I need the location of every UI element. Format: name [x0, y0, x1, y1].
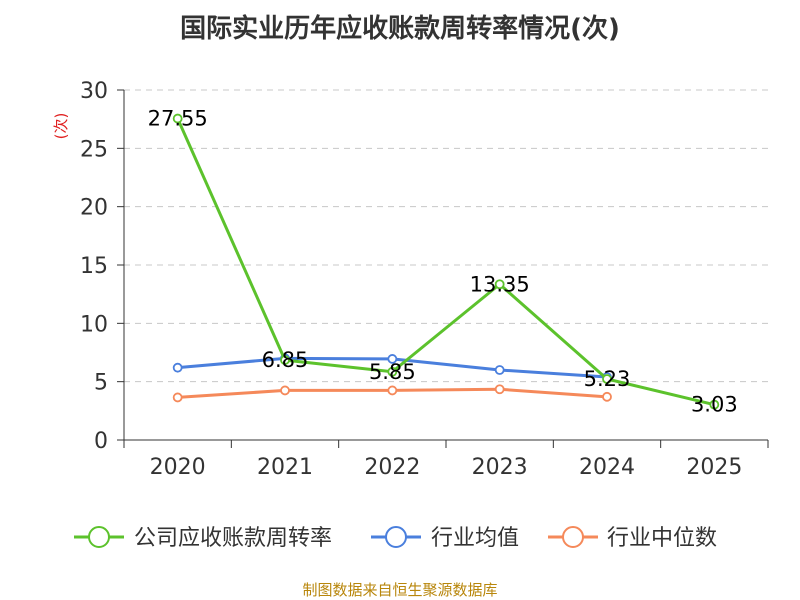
y-tick-label: 30 — [80, 79, 108, 104]
x-tick-label: 2020 — [150, 455, 206, 480]
y-tick-label: 5 — [94, 371, 108, 396]
data-point — [280, 355, 290, 365]
data-point — [387, 366, 398, 377]
y-tick-label: 25 — [80, 137, 108, 162]
data-point — [387, 354, 398, 364]
data-point — [709, 399, 720, 410]
data-point — [387, 385, 398, 396]
x-tick-label: 2024 — [579, 455, 635, 480]
x-tick-label: 2021 — [257, 455, 313, 480]
data-label: 3.03 — [691, 393, 738, 417]
y-tick-label: 0 — [94, 429, 108, 454]
x-tick-label: 2023 — [472, 455, 528, 480]
data-label: 5.23 — [584, 367, 631, 391]
legend[interactable]: 公司应收账款周转率 行业均值 行业中位数 — [74, 526, 717, 551]
legend-label: 公司应收账款周转率 — [134, 526, 332, 551]
data-point — [494, 279, 505, 290]
series-lines — [172, 113, 720, 410]
data-point — [172, 362, 183, 373]
y-tick-label: 15 — [80, 254, 108, 279]
data-label: 6.85 — [262, 348, 309, 372]
data-point — [494, 384, 505, 395]
legend-label: 行业中位数 — [607, 526, 717, 551]
chart-title: 国际实业历年应收账款周转率情况(次) — [180, 14, 620, 44]
legend-label: 行业均值 — [431, 526, 519, 551]
data-point — [172, 392, 183, 403]
legend-marker — [88, 526, 110, 548]
data-point — [602, 374, 612, 384]
data-point — [602, 391, 612, 402]
series-line — [176, 117, 716, 407]
y-tick-label: 20 — [80, 196, 108, 221]
legend-marker — [562, 526, 584, 548]
data-point — [280, 385, 290, 396]
x-tick-label: 2025 — [686, 455, 742, 480]
y-tick-label: 10 — [80, 312, 108, 337]
data-labels: 27.55 6.85 5.85 13.35 5.23 3.03 — [148, 107, 738, 417]
legend-marker — [385, 526, 407, 548]
grid-lines — [124, 89, 768, 383]
x-tick-label: 2022 — [364, 455, 420, 480]
data-label: 13.35 — [470, 272, 530, 296]
data-point — [494, 365, 505, 375]
data-label: 5.85 — [369, 360, 416, 384]
data-label: 27.55 — [148, 107, 208, 131]
chart-source-note: 制图数据来自恒生聚源数据库 — [302, 581, 498, 599]
y-axis-label: (次) — [52, 113, 70, 140]
data-point — [172, 113, 183, 124]
